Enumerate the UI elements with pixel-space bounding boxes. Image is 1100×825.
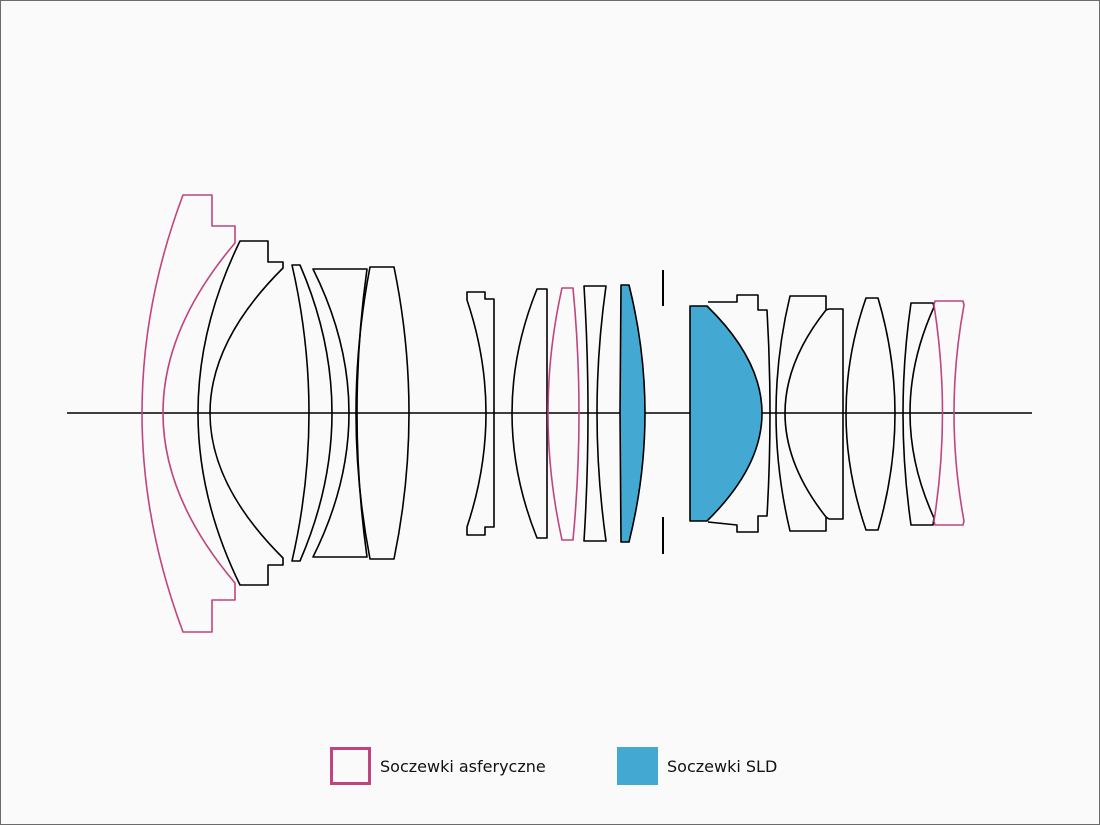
lens-17-aspherical (933, 300, 965, 526)
lens-15 (845, 297, 896, 531)
legend-item-sld: Soczewki SLD (617, 747, 777, 785)
lens-11-sld (689, 305, 763, 522)
legend-item-aspherical: Soczewki asferyczne (330, 747, 546, 785)
lens-12 (707, 294, 771, 533)
lens-10-sld (619, 284, 646, 543)
lens-5 (355, 266, 410, 560)
aspherical-swatch (330, 747, 371, 785)
lens-3 (291, 264, 333, 562)
lens-9 (583, 285, 607, 542)
legend-label-aspherical: Soczewki asferyczne (380, 756, 546, 776)
lens-6 (466, 291, 495, 536)
lens-1-aspherical (141, 194, 236, 633)
legend-label-sld: Soczewki SLD (667, 756, 778, 776)
lens-8-aspherical (547, 287, 580, 541)
sld-swatch (617, 747, 658, 785)
lens-14 (825, 308, 844, 520)
lens-2 (197, 240, 284, 586)
lens-7 (511, 288, 548, 539)
lens-16 (902, 302, 935, 526)
